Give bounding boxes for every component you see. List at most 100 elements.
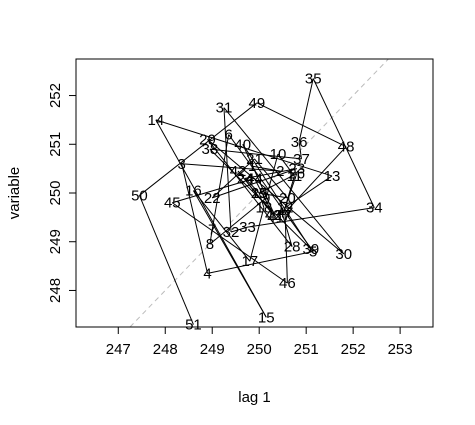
point-label: 35 [305, 70, 322, 87]
point-label: 41 [267, 209, 284, 226]
lag-segment [284, 175, 333, 209]
point-label: 34 [366, 200, 383, 217]
point-label: 45 [164, 195, 181, 212]
y-axis-title: variable [6, 167, 23, 220]
lag-segment [284, 212, 288, 284]
point-label: 5 [309, 243, 317, 260]
lag-segment [242, 144, 312, 250]
lag-segment [254, 158, 288, 199]
point-label: 9 [262, 190, 270, 207]
point-label: 47 [277, 204, 294, 221]
point-label: 33 [239, 219, 256, 236]
lag-segment [207, 250, 314, 274]
point-label: 50 [131, 187, 148, 204]
point-label: 31 [216, 100, 233, 117]
lag-segment [230, 226, 248, 233]
point-label: 13 [324, 168, 341, 185]
point-label: 12 [277, 200, 294, 217]
lag-segment [282, 173, 298, 216]
lag-segment [193, 190, 267, 318]
point-label: 2 [276, 163, 284, 180]
lag-segment [172, 202, 288, 284]
point-label: 21 [246, 151, 263, 168]
point-label: 38 [202, 141, 219, 158]
point-label: 44 [246, 170, 263, 187]
lag-segment [209, 148, 302, 160]
point-label: 1 [248, 158, 256, 175]
point-label: 18 [256, 200, 273, 217]
point-label: 23 [288, 161, 305, 178]
point-label: 6 [224, 127, 232, 144]
point-label: 15 [258, 309, 275, 326]
point-label: 29 [199, 131, 216, 148]
point-label: 49 [249, 95, 266, 112]
x-tick-label: 250 [247, 341, 272, 358]
lag-segment [193, 190, 251, 262]
point-label: 20 [279, 190, 296, 207]
point-label: 22 [204, 190, 221, 207]
lag-segment [237, 170, 274, 216]
point-label: 26 [288, 166, 305, 183]
y-tick-label: 251 [47, 132, 64, 157]
x-tick-label: 252 [341, 341, 366, 358]
reference-line-layer [129, 58, 389, 328]
point-label: 28 [284, 239, 301, 256]
lag-segment [209, 229, 213, 245]
lag-segment [212, 168, 297, 199]
point-label: 8 [206, 236, 214, 253]
point-label: 51 [185, 317, 202, 334]
point-label: 19 [251, 185, 268, 202]
point-label: 36 [291, 134, 308, 151]
point-label: 11 [287, 168, 303, 185]
point-label: 16 [185, 183, 202, 200]
lag-segment [245, 168, 297, 179]
y-tick-label: 248 [47, 278, 64, 303]
x-tick-label: 247 [106, 341, 131, 358]
point-label: 10 [270, 146, 287, 163]
lag-segment [247, 207, 375, 228]
x-axis: 247 248 249 250 251 252 253 [106, 327, 413, 358]
x-tick-label: 251 [294, 341, 319, 358]
point-label: 4 [203, 265, 211, 282]
x-tick-label: 248 [153, 341, 178, 358]
point-label: 37 [293, 151, 310, 168]
x-tick-label: 253 [388, 341, 413, 358]
lag-segment [254, 178, 274, 216]
point-label: 39 [303, 241, 320, 258]
lag-segment [207, 139, 293, 247]
point-label: 7 [208, 222, 216, 239]
lag-segment [207, 139, 345, 255]
x-axis-title: lag 1 [238, 389, 271, 406]
lag-segment [249, 207, 265, 262]
point-label: 46 [279, 275, 296, 292]
lag-segment [211, 158, 255, 199]
y-tick-label: 249 [47, 229, 64, 254]
lag-segment [312, 78, 375, 208]
lag-segment [223, 107, 345, 255]
point-label: 42 [230, 163, 247, 180]
lag-segment [172, 177, 255, 204]
lag-segment [258, 173, 298, 194]
lag-segment [282, 214, 293, 247]
lag-segment [138, 195, 194, 325]
point-label: 14 [148, 112, 165, 129]
lag-segment [284, 146, 347, 213]
point-label: 17 [241, 253, 258, 270]
lag-segment [139, 102, 258, 196]
y-tick-label: 250 [47, 180, 64, 205]
reference-line [129, 58, 389, 328]
lag-path-layer [138, 78, 375, 325]
point-label: 27 [274, 207, 291, 224]
point-label: 3 [178, 156, 186, 173]
point-label: 30 [335, 246, 352, 263]
point-label: 32 [223, 224, 240, 241]
lag-segment [298, 141, 302, 159]
y-axis: 248 249 250 251 252 [47, 83, 76, 303]
lag-segment [242, 144, 277, 218]
point-label: 48 [338, 139, 355, 156]
lag-segment [277, 153, 295, 177]
point-label: 40 [234, 136, 251, 153]
